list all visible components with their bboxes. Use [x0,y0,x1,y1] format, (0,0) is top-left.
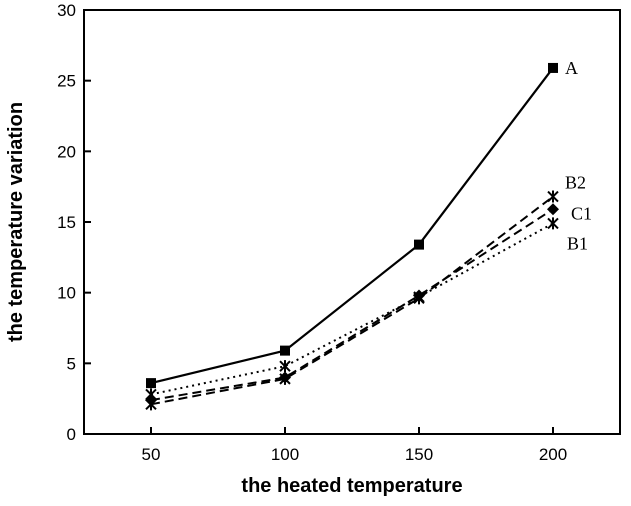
x-tick-label: 50 [142,445,161,464]
series-b1-marker [547,217,559,230]
y-tick-label: 15 [57,213,76,232]
series-a-marker [280,345,290,356]
y-tick-label: 5 [67,354,76,373]
series-lines [150,67,554,406]
x-tick-label: 150 [405,445,433,464]
y-tick-label: 0 [67,425,76,444]
series-a-marker [414,239,424,250]
series-b1-marker [413,290,425,303]
y-tick-label: 30 [57,1,76,20]
series-a-marker [548,62,558,73]
x-tick-label: 100 [271,445,299,464]
series-label-b1: B1 [567,233,588,253]
series-b1-marker [145,388,157,401]
x-axis-title: the heated temperature [241,475,462,497]
series-markers [145,62,559,411]
series-a-marker [146,378,156,389]
series-label-a: A [565,58,578,78]
y-tick-label: 10 [57,284,76,303]
series-label-c1: C1 [571,203,592,223]
x-axis-ticks: 50 100 150 200 [142,427,567,464]
series-b1-marker [279,360,291,373]
series-line-a [150,67,554,385]
x-tick-label: 200 [539,445,567,464]
series-b2-marker [547,190,559,203]
series-line-c1 [150,208,554,402]
series-c1-marker [279,371,291,384]
series-c1-marker [547,203,559,216]
series-label-b2: B2 [565,173,586,193]
y-tick-label: 20 [57,142,76,161]
plot-frame [83,9,621,435]
y-axis-title: the temperature variation [5,102,27,342]
y-tick-label: 25 [57,72,76,91]
series-line-b2 [150,195,554,406]
y-axis-ticks: 0 5 10 15 20 25 30 [57,1,91,444]
series-labels: A B2 C1 B1 [565,58,592,253]
